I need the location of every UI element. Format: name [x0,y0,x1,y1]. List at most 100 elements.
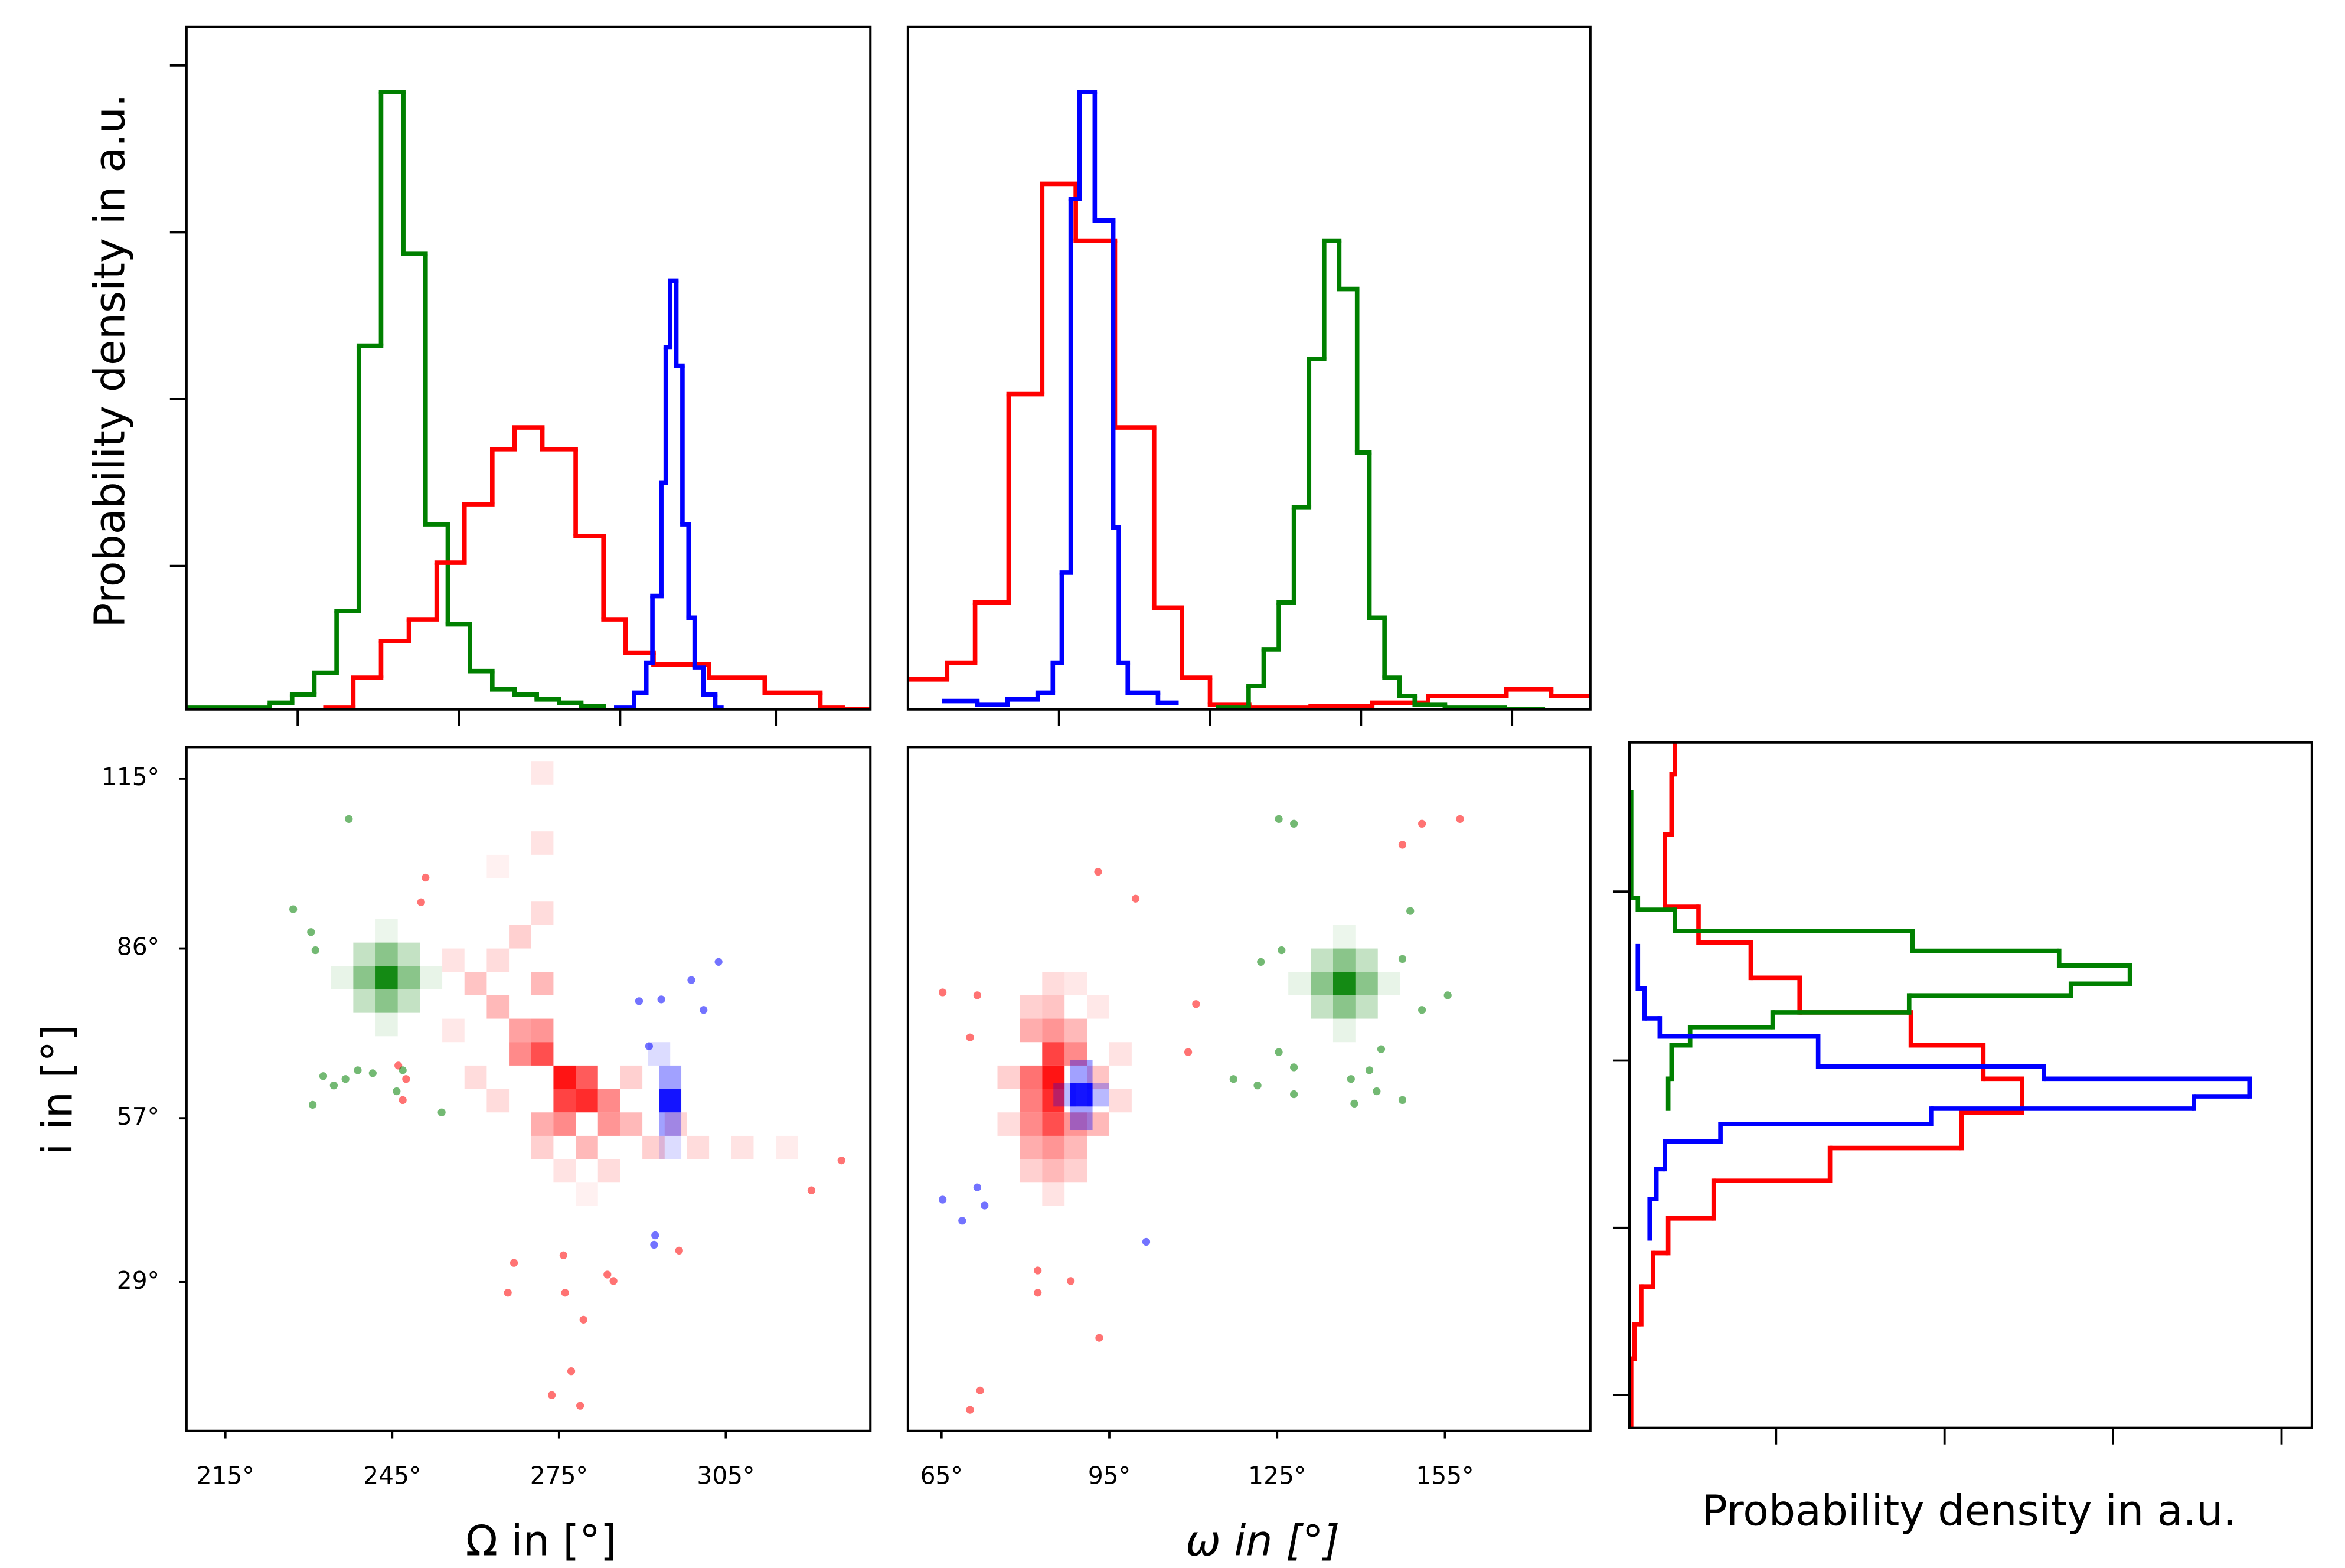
density-cell [1109,1042,1132,1066]
density-cell [1042,1135,1065,1159]
scatter-point [973,991,982,999]
density-cell [1355,948,1378,972]
density-cell [1332,948,1356,972]
density-cell [1020,1135,1043,1159]
scatter-point [1229,1075,1237,1083]
density-cell [553,1089,576,1113]
scatter-point [1095,1334,1103,1342]
density-cell [1087,1083,1109,1107]
density-cell [1355,972,1378,995]
scatter-point [1275,1048,1283,1056]
scatter-point [1257,958,1265,966]
density-cell [553,1159,576,1183]
panel [907,90,1590,710]
density-cell [531,761,554,785]
scatter-point [1347,1075,1355,1083]
scatter-point [837,1156,845,1165]
scatter-point [603,1270,612,1279]
scatter-point [1066,1277,1075,1285]
density-cell [659,1135,682,1159]
density-cell [620,1065,643,1089]
scatter-point [417,898,425,906]
scatter-point [1373,1087,1381,1096]
density-cell [375,966,398,989]
scatter-point [1034,1289,1042,1297]
density-cell [397,989,420,1013]
density-cell [576,1065,598,1089]
density-cell [664,1112,687,1136]
scatter-point [1142,1237,1151,1246]
y-axis-label: i in [°] [32,1024,81,1155]
scatter-point [939,988,947,997]
scatter-point [345,815,353,823]
density-cell [442,948,465,972]
scatter-point [1094,868,1102,876]
density-cell [1020,995,1043,1019]
density-cell [1288,972,1311,995]
scatter-point [341,1075,350,1083]
scatter-point [576,1402,584,1410]
density-cell [1042,1065,1065,1089]
density-cell [1064,1018,1087,1043]
density-cell [1377,972,1400,995]
y-tick-label: 57° [117,1102,159,1131]
scatter-point [307,928,315,936]
density-cell [1020,1018,1043,1043]
density-cell [1332,1018,1356,1043]
scatter-point [1034,1266,1042,1275]
panel [289,761,845,1410]
scatter-point [422,873,430,882]
scatter-point [437,1108,446,1116]
panel-frame [906,25,1592,711]
density-cell [642,1135,665,1159]
density-cell [1109,1089,1132,1113]
scatter-point [510,1259,518,1267]
scatter-point [1418,819,1426,828]
scatter-point [609,1277,618,1285]
y-tick-label: 115° [102,763,159,791]
scatter-point [1418,1006,1426,1014]
scatter-point [399,1066,407,1074]
x-tick-label: 245° [363,1462,421,1490]
scatter-point [1398,1096,1407,1105]
scatter-point [976,1386,984,1394]
scatter-point [1184,1048,1193,1056]
scatter-point [1290,819,1298,828]
scatter-point [1253,1082,1262,1090]
density-cell [576,1182,598,1206]
scatter-point [567,1367,576,1376]
density-cell [353,942,376,966]
density-cell [531,901,554,925]
scatter-point [981,1201,989,1210]
scatter-point [547,1391,556,1399]
scatter-point [650,1240,658,1249]
density-cell [1087,1112,1109,1136]
density-cell [597,1112,620,1136]
scatter-point [561,1289,569,1297]
density-cell [464,972,487,995]
panel-frame [185,746,872,1432]
scatter-point [939,1195,947,1204]
y-tick-label: 86° [117,933,159,961]
density-cell [509,1042,531,1066]
density-cell [397,966,420,989]
scatter-point [1456,815,1464,823]
scatter-point [966,1406,974,1414]
density-cell [509,1018,531,1043]
density-cell [1020,1089,1043,1113]
density-cell [1332,972,1356,995]
density-cell [1042,1018,1065,1043]
density-cell [553,1065,576,1089]
scatter-point [393,1087,401,1096]
density-cell [1042,1042,1065,1066]
density-cell [1042,995,1065,1019]
scatter-point [308,1100,317,1109]
density-cell [1332,925,1356,949]
density-cell [659,1089,682,1113]
density-cell [1064,1112,1087,1136]
scatter-point [1278,946,1286,955]
density-cell [1042,1159,1065,1183]
scatter-point [1377,1045,1386,1053]
scatter-point [1443,991,1452,999]
density-cell [353,966,376,989]
